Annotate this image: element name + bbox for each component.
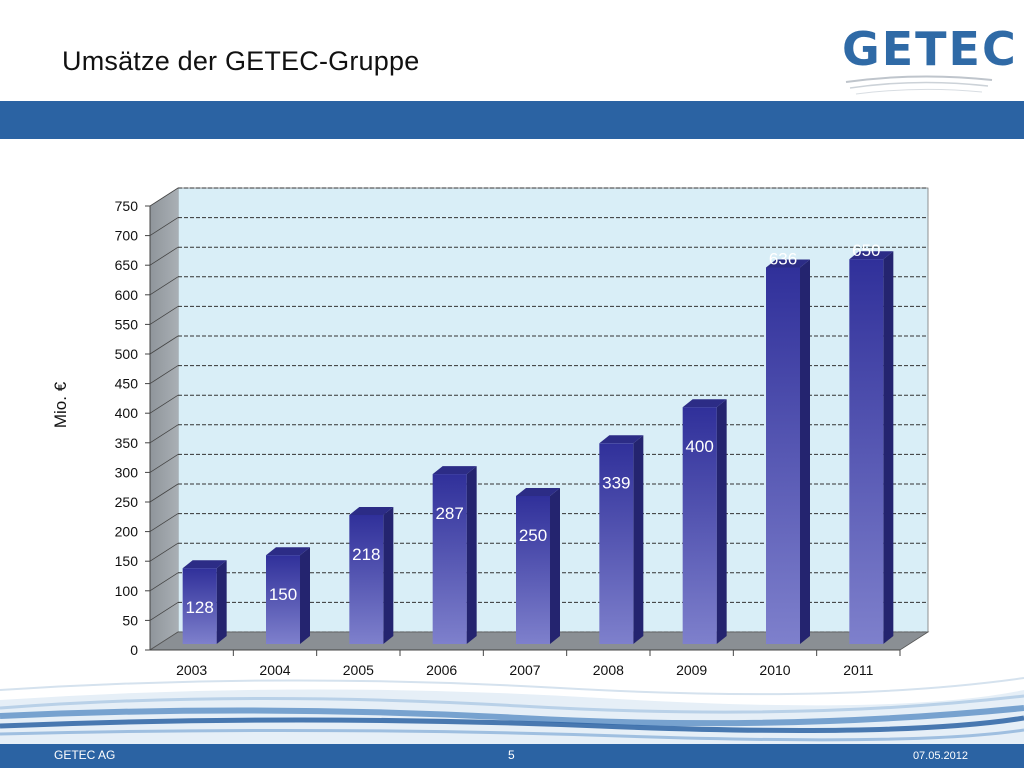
bar [349, 514, 384, 644]
y-tick-label: 750 [115, 198, 139, 214]
footer-bar: GETEC AG 5 07.05.2012 [0, 744, 1024, 768]
y-tick-label: 300 [115, 464, 139, 480]
getec-logo: GETEC [832, 20, 1016, 100]
bar [766, 267, 800, 644]
gridline-side [149, 602, 179, 621]
footer-company: GETEC AG [54, 748, 116, 762]
bar-side [633, 435, 644, 644]
y-tick-label: 350 [115, 435, 139, 451]
bar-top [266, 547, 310, 556]
y-tick-label: 50 [122, 612, 138, 628]
y-axis-label: Mio. € [51, 381, 70, 428]
bar [266, 555, 300, 644]
bar-top [432, 466, 477, 475]
logo-text: GETEC [842, 22, 1018, 76]
x-tick-label: 2004 [259, 662, 290, 678]
bar-side [800, 259, 810, 644]
y-tick-label: 550 [115, 316, 139, 332]
data-label: 650 [852, 241, 880, 260]
data-label: 250 [519, 526, 547, 545]
y-tick-label: 500 [115, 346, 139, 362]
x-tick-label: 2010 [759, 662, 790, 678]
bar-side [466, 466, 477, 644]
bar [599, 443, 634, 644]
bar [182, 568, 217, 644]
gridline-side [149, 335, 179, 355]
plot-side-wall [150, 188, 178, 650]
header-band [0, 101, 1024, 139]
gridline-side [149, 424, 179, 444]
gridline-side [149, 572, 179, 592]
gridline-side [149, 276, 179, 296]
logo-swoosh-icon [845, 75, 993, 95]
y-tick-label: 100 [115, 583, 139, 599]
bar-side [300, 547, 310, 644]
bar-top [682, 399, 727, 408]
gridline-side [149, 187, 179, 207]
data-label: 339 [602, 473, 630, 492]
bar [682, 407, 717, 644]
footer-date: 07.05.2012 [912, 750, 968, 762]
bar-side [383, 506, 394, 644]
bar-top [516, 488, 560, 496]
gridline-side [149, 394, 179, 414]
bar-side [883, 251, 894, 644]
gridline-side [149, 483, 179, 503]
slide-title: Umsätze der GETEC-Gruppe [62, 46, 420, 76]
bar-top [849, 251, 894, 260]
y-tick-label: 0 [130, 642, 138, 658]
revenue-bar-chart: 0 50 100 150 200 250 300 350 400 450 500 550 600 650 7… [51, 187, 930, 678]
bar-top [766, 259, 810, 268]
gridline-side [149, 542, 179, 562]
x-tick-label: 2007 [509, 662, 540, 678]
decorative-waves [0, 677, 1024, 744]
gridline-side [149, 217, 179, 236]
x-tick-label: 2008 [593, 662, 624, 678]
footer-page-number: 5 [508, 748, 515, 762]
y-tick-label: 650 [115, 257, 139, 273]
y-tick-label: 400 [115, 405, 139, 421]
bar-top [349, 506, 394, 515]
x-tick-label: 2011 [843, 662, 873, 678]
data-label: 287 [435, 504, 463, 523]
bar-side [550, 488, 560, 644]
bar-side [716, 399, 727, 644]
bar-side [216, 560, 227, 644]
gridline-side [149, 454, 179, 473]
x-tick-label: 2009 [676, 662, 707, 678]
bar [516, 496, 550, 644]
bar-top [182, 560, 227, 569]
data-label: 636 [769, 249, 797, 268]
gridline-side [149, 306, 179, 325]
y-tick-label: 700 [115, 228, 139, 244]
y-tick-label: 600 [115, 287, 139, 303]
x-tick-label: 2003 [176, 662, 207, 678]
y-tick-label: 250 [115, 494, 139, 510]
data-label: 128 [185, 598, 213, 617]
data-label: 150 [269, 585, 297, 604]
y-tick-label: 450 [115, 376, 139, 392]
gridline-side [149, 513, 179, 532]
bar [849, 259, 884, 644]
data-label: 400 [685, 437, 713, 456]
bar-top [599, 435, 644, 444]
bar [432, 474, 467, 644]
gridline-side [149, 365, 179, 384]
gridline-side [149, 246, 179, 266]
y-tick-label: 150 [115, 553, 139, 569]
x-tick-label: 2006 [426, 662, 457, 678]
data-label: 218 [352, 545, 380, 564]
y-tick-label: 200 [115, 524, 139, 540]
x-tick-label: 2005 [343, 662, 374, 678]
